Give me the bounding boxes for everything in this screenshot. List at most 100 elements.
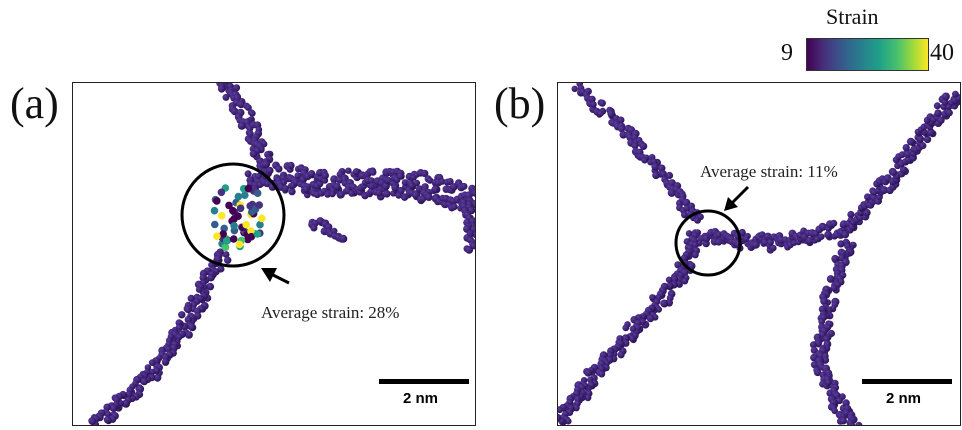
atom	[820, 297, 828, 306]
atom	[431, 185, 439, 193]
atom	[241, 191, 249, 199]
atom	[649, 294, 656, 301]
atom	[237, 121, 246, 130]
atom	[813, 368, 822, 377]
colorbar-max-label: 40	[930, 40, 954, 66]
atom	[425, 193, 433, 201]
panel-b: Average strain: 11% 2 nm	[557, 82, 961, 426]
atom	[396, 172, 404, 180]
atom	[598, 370, 606, 378]
atom	[835, 397, 843, 405]
atom	[329, 190, 336, 198]
atom	[449, 183, 458, 191]
atom	[770, 244, 777, 252]
atom	[824, 230, 832, 239]
atom	[307, 170, 316, 178]
atom	[607, 109, 616, 118]
atom	[348, 190, 356, 197]
atom	[213, 197, 221, 205]
atom	[187, 294, 195, 302]
atom	[890, 169, 897, 176]
colorbar-title: Strain	[826, 4, 879, 29]
atom	[622, 324, 630, 332]
atom	[395, 192, 403, 199]
atom	[316, 180, 324, 188]
atom	[809, 341, 817, 349]
atom	[618, 125, 626, 133]
atom	[685, 230, 693, 237]
atom	[401, 179, 409, 186]
atom	[249, 150, 258, 158]
atom	[375, 189, 383, 197]
atom	[288, 187, 296, 196]
atom	[256, 220, 264, 229]
atom	[847, 210, 855, 219]
atom	[906, 137, 915, 146]
atom	[681, 211, 689, 219]
atom	[104, 410, 112, 418]
atom	[617, 116, 625, 124]
atom	[831, 254, 839, 263]
atom	[902, 144, 910, 152]
atom	[225, 201, 233, 210]
atom	[224, 256, 232, 264]
atom	[639, 142, 648, 150]
atom	[218, 85, 226, 93]
atom	[253, 189, 262, 197]
atom	[331, 227, 338, 235]
atom	[218, 211, 226, 220]
atom	[934, 109, 942, 117]
atom	[266, 166, 274, 175]
panel-b-annotation: Average strain: 11%	[700, 162, 838, 181]
atom	[880, 186, 889, 195]
panel-b-strands	[558, 83, 960, 425]
atom	[952, 90, 959, 98]
atom	[667, 188, 676, 197]
atom	[352, 168, 360, 176]
atom	[923, 135, 932, 144]
atom	[221, 243, 230, 252]
atom	[646, 314, 655, 323]
panel-a-annotation: Average strain: 28%	[261, 303, 400, 322]
atom	[184, 315, 192, 324]
atom	[217, 188, 226, 197]
colorbar-min-label: 9	[781, 40, 793, 66]
atom	[830, 219, 838, 227]
atom	[210, 206, 219, 215]
atom	[826, 275, 835, 283]
atom	[247, 232, 256, 241]
atom	[855, 421, 863, 425]
atom	[230, 215, 238, 223]
atom	[691, 251, 699, 259]
atom	[222, 237, 231, 245]
atom	[178, 311, 186, 319]
atom	[242, 220, 250, 229]
atom	[941, 92, 950, 101]
atom	[88, 417, 97, 425]
atom	[232, 84, 241, 92]
atom	[421, 169, 429, 178]
panel-a-highlight-circle	[180, 162, 286, 268]
atom	[590, 101, 597, 108]
panel-a-arrowhead	[261, 268, 277, 282]
atom	[670, 275, 679, 284]
atom	[919, 142, 927, 150]
atom	[302, 185, 310, 193]
atom	[103, 416, 112, 424]
atom	[629, 335, 636, 342]
atom	[244, 184, 253, 193]
atom	[587, 376, 594, 383]
atom	[657, 164, 666, 173]
atom	[412, 191, 420, 199]
atom	[617, 351, 625, 359]
atom	[899, 166, 908, 174]
atom	[237, 100, 245, 109]
atom	[195, 286, 203, 293]
atom	[369, 168, 377, 176]
atom	[681, 277, 689, 285]
panel-a-atoms	[88, 83, 475, 425]
atom	[571, 85, 578, 92]
atom	[652, 171, 660, 180]
atom	[824, 378, 832, 386]
atom	[230, 222, 238, 230]
